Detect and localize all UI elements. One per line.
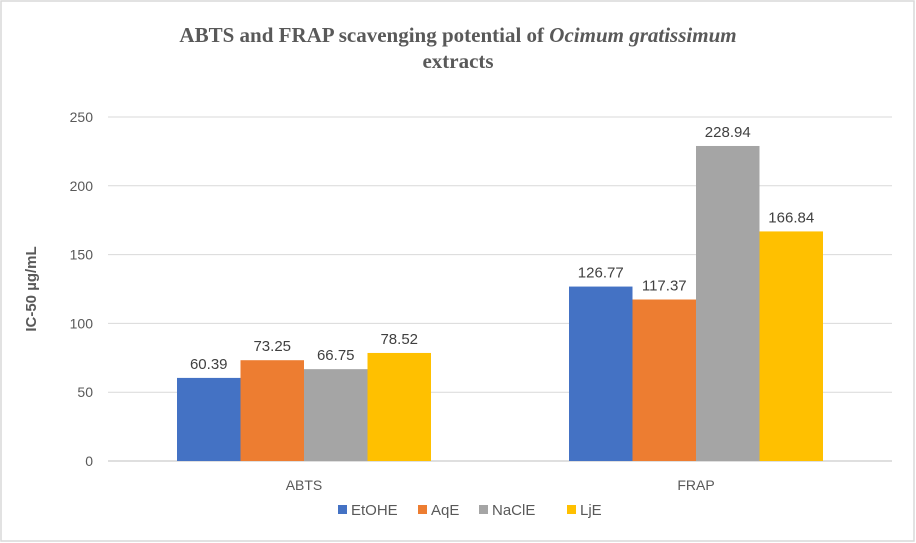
legend-swatch-etohe (338, 505, 347, 514)
legend-swatch-lje (567, 505, 576, 514)
y-tick-label: 100 (70, 315, 94, 331)
legend-swatch-aqe (418, 505, 427, 514)
x-tick-label: ABTS (286, 477, 323, 493)
y-tick-label: 150 (70, 247, 94, 263)
bar-etohe-frap (569, 286, 633, 461)
legend-swatch-nacle (479, 505, 488, 514)
x-tick-label: FRAP (677, 477, 714, 493)
data-label: 117.37 (642, 277, 687, 294)
bar-nacle-abts (304, 369, 368, 461)
bar-nacle-frap (696, 145, 760, 461)
y-axis-label: IC-50 µg/mL (23, 246, 40, 331)
data-label: 73.25 (253, 338, 291, 355)
legend-label: AqE (431, 502, 459, 519)
data-label: 166.84 (768, 209, 814, 226)
data-label: 60.39 (190, 356, 228, 373)
data-label: 126.77 (578, 265, 624, 282)
data-label: 66.75 (317, 347, 355, 364)
bar-lje-frap (759, 231, 823, 461)
chart-title: ABTS and FRAP scavenging potential of Oc… (179, 23, 736, 47)
y-tick-label: 0 (85, 453, 93, 469)
bar-aqe-abts (240, 360, 304, 461)
data-label: 228.94 (705, 124, 751, 141)
y-tick-label: 50 (77, 384, 93, 400)
y-tick-label: 250 (70, 109, 94, 125)
data-label: 78.52 (380, 331, 418, 348)
y-tick-label: 200 (70, 178, 94, 194)
bar-lje-abts (367, 352, 431, 461)
legend-label: EtOHE (351, 502, 398, 519)
legend-label: LjE (580, 502, 602, 519)
legend-label: NaClE (492, 502, 535, 519)
bar-etohe-abts (177, 377, 241, 461)
bar-aqe-frap (632, 299, 696, 461)
chart-title-line2: extracts (422, 49, 493, 73)
